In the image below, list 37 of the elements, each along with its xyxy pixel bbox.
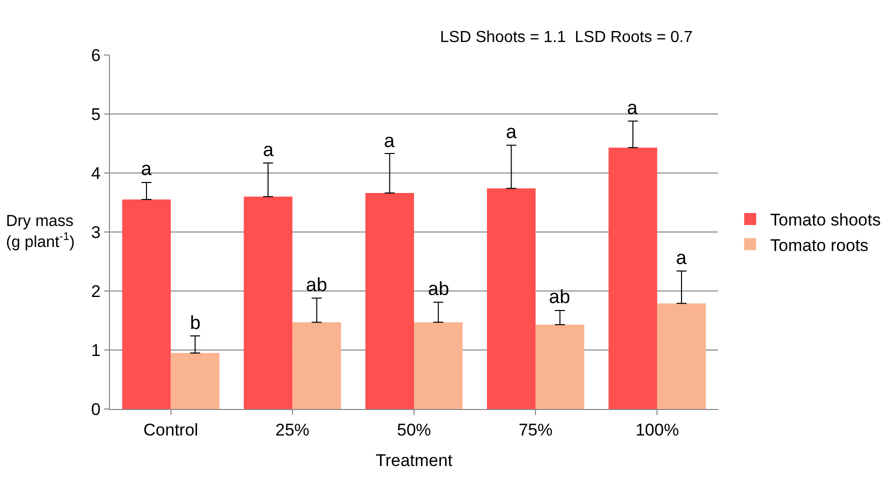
bar: [244, 196, 292, 409]
data-label: a: [141, 159, 152, 180]
y-axis-title: Dry mass (g plant$^{-1}$): [6, 213, 75, 251]
data-label: a: [676, 248, 687, 269]
legend-label: Tomato roots: [770, 236, 868, 255]
x-tick-label: 50%: [396, 420, 432, 440]
y-tick-label: 5: [91, 104, 101, 124]
x-axis-title: Treatment: [376, 450, 453, 470]
text: LSD Shoots = 1.1 LSD Roots = 0.7: [440, 29, 693, 46]
bar: [292, 322, 342, 409]
bar: [365, 193, 414, 409]
bar: [122, 200, 171, 409]
legend-label: Tomato shoots: [770, 210, 881, 230]
data-label: ab: [549, 287, 570, 308]
y-tick-label: 6: [91, 46, 101, 65]
y-tick-label: 3: [91, 222, 101, 242]
data-label: a: [263, 140, 274, 161]
data-label: b: [190, 313, 201, 334]
bar: [486, 188, 536, 409]
y-tick-label: 0: [91, 400, 101, 419]
x-tick-label: 25%: [275, 420, 310, 440]
x-tick-label: 100%: [635, 420, 679, 440]
y-tick-label: 4: [91, 164, 101, 183]
bar: [170, 352, 220, 409]
x-tick-label: Control: [143, 420, 198, 440]
y-tick-label: 1: [91, 340, 101, 360]
data-label: a: [506, 122, 517, 143]
y-tick-label: 2: [91, 282, 101, 301]
bar: [608, 148, 658, 409]
data-label: a: [627, 98, 638, 119]
bar: [414, 322, 463, 409]
x-tick-label: 75%: [518, 420, 553, 440]
data-label: ab: [306, 275, 328, 296]
bar: [657, 303, 706, 409]
data-label: a: [384, 131, 395, 152]
bar: [536, 324, 584, 409]
data-label: ab: [428, 279, 450, 300]
